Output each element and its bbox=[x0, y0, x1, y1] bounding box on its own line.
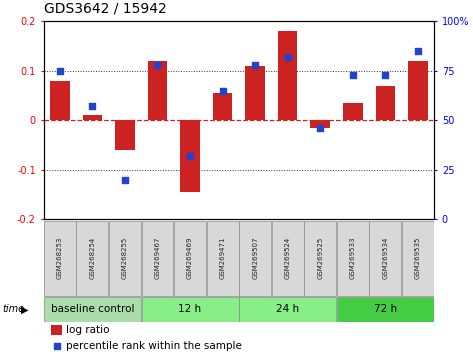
Text: time: time bbox=[2, 304, 25, 314]
Text: GSM269471: GSM269471 bbox=[219, 237, 226, 279]
Bar bbox=[44, 221, 76, 296]
Text: GSM269533: GSM269533 bbox=[350, 237, 356, 279]
Bar bbox=[408, 61, 428, 120]
Bar bbox=[369, 221, 401, 296]
Point bbox=[382, 72, 389, 78]
Text: GSM269535: GSM269535 bbox=[415, 237, 421, 279]
Bar bbox=[304, 221, 336, 296]
Text: 24 h: 24 h bbox=[276, 304, 299, 314]
Bar bbox=[109, 221, 141, 296]
Point bbox=[284, 54, 291, 60]
Bar bbox=[239, 221, 271, 296]
Bar bbox=[77, 221, 108, 296]
Point bbox=[88, 104, 96, 109]
Text: ▶: ▶ bbox=[21, 304, 29, 314]
Text: 12 h: 12 h bbox=[178, 304, 201, 314]
Point bbox=[251, 62, 259, 68]
Bar bbox=[310, 120, 330, 128]
Bar bbox=[343, 103, 363, 120]
Bar bbox=[337, 221, 369, 296]
Text: GSM268253: GSM268253 bbox=[57, 237, 63, 279]
Text: log ratio: log ratio bbox=[66, 325, 110, 335]
Bar bbox=[50, 81, 70, 120]
Bar bbox=[376, 86, 395, 120]
Point bbox=[349, 72, 357, 78]
Bar bbox=[239, 297, 336, 322]
Bar bbox=[44, 297, 141, 322]
Point bbox=[186, 153, 194, 159]
Text: GDS3642 / 15942: GDS3642 / 15942 bbox=[44, 2, 166, 16]
Bar bbox=[337, 297, 434, 322]
Point bbox=[414, 48, 422, 54]
Bar bbox=[148, 61, 167, 120]
Bar bbox=[278, 31, 298, 120]
Text: GSM269534: GSM269534 bbox=[382, 237, 388, 279]
Bar bbox=[245, 66, 265, 120]
Text: GSM269524: GSM269524 bbox=[285, 237, 291, 279]
Point bbox=[56, 68, 63, 74]
Point bbox=[53, 343, 61, 348]
Bar bbox=[141, 221, 174, 296]
Text: 72 h: 72 h bbox=[374, 304, 397, 314]
Bar bbox=[141, 297, 238, 322]
Bar bbox=[52, 325, 62, 335]
Bar bbox=[174, 221, 206, 296]
Point bbox=[154, 62, 161, 68]
Bar bbox=[213, 93, 232, 120]
Bar bbox=[180, 120, 200, 192]
Text: GSM269525: GSM269525 bbox=[317, 237, 323, 279]
Text: GSM268255: GSM268255 bbox=[122, 237, 128, 279]
Text: GSM269469: GSM269469 bbox=[187, 237, 193, 279]
Bar bbox=[83, 115, 102, 120]
Text: percentile rank within the sample: percentile rank within the sample bbox=[66, 341, 242, 350]
Point bbox=[219, 88, 227, 93]
Bar bbox=[207, 221, 238, 296]
Point bbox=[121, 177, 129, 183]
Point bbox=[316, 125, 324, 131]
Text: GSM269467: GSM269467 bbox=[155, 237, 160, 279]
Bar bbox=[272, 221, 304, 296]
Text: GSM269507: GSM269507 bbox=[252, 237, 258, 279]
Text: baseline control: baseline control bbox=[51, 304, 134, 314]
Text: GSM268254: GSM268254 bbox=[89, 237, 96, 279]
Bar bbox=[402, 221, 434, 296]
Bar bbox=[115, 120, 135, 150]
